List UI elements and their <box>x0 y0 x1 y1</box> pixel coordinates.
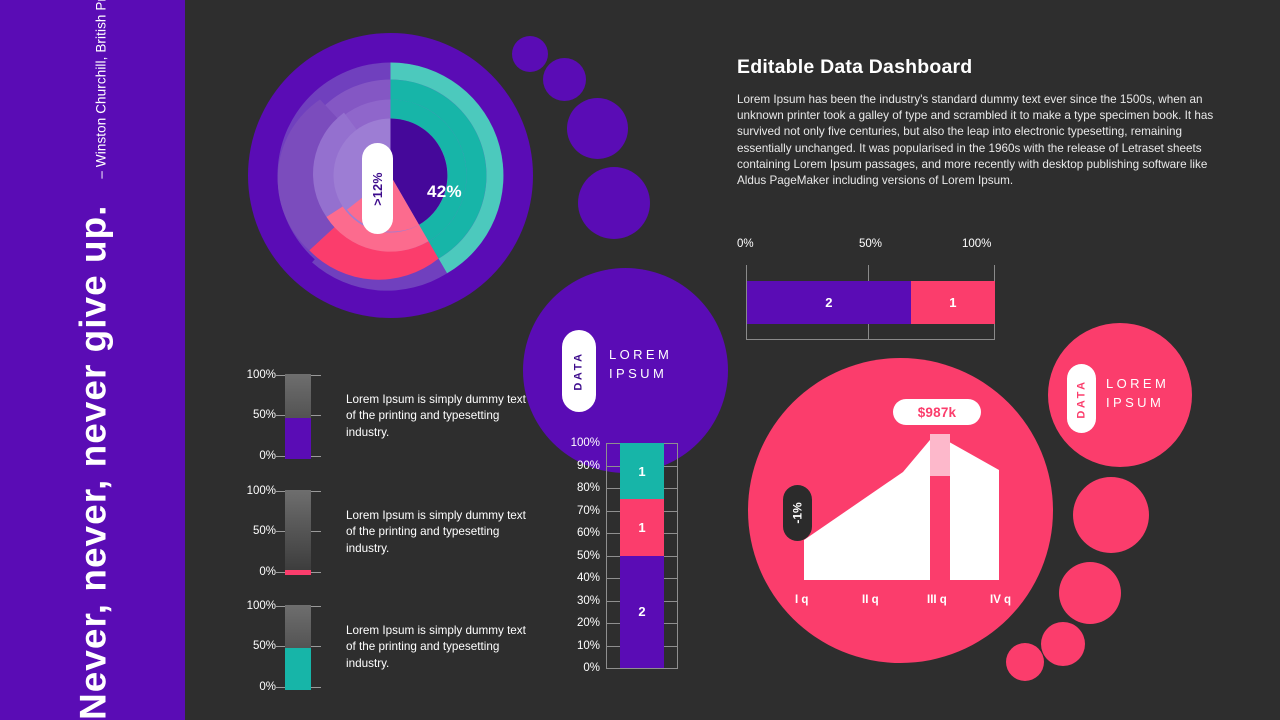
quote-text: Never, never, never give up. <box>72 204 113 720</box>
gauge-1-tick-100: 100% <box>246 369 276 381</box>
decor-bubble-pink-3 <box>1041 622 1085 666</box>
svbar-tick-90: 90% <box>576 459 600 472</box>
hbar-tick-50: 50% <box>859 238 883 250</box>
gauge-1-tick-50: 50% <box>252 409 276 421</box>
gauge-1-axis: 100% 50% 0% <box>228 366 276 476</box>
gauge-1-fill <box>285 418 311 459</box>
gauge-1-tick-0: 0% <box>259 450 276 462</box>
svbar-tick-30: 30% <box>576 594 600 607</box>
area-xtick-2: II q <box>862 594 879 606</box>
donut-callout-label: >12% <box>370 171 385 206</box>
gauge-3-fill <box>285 647 311 690</box>
hbar-tick-100: 100% <box>962 238 992 250</box>
area-chart-xaxis: I q II q III q IV q <box>752 594 1049 612</box>
svbar-segment-teal-label: 1 <box>638 463 646 479</box>
svbar-tick-50: 50% <box>576 549 600 562</box>
horizontal-bar-chart[interactable]: 0% 50% 100% 2 1 <box>737 238 999 350</box>
gauge-2-tick-50: 50% <box>252 525 276 537</box>
svbar-tick-60: 60% <box>576 527 600 539</box>
area-delta-pill[interactable]: -1% <box>783 485 812 541</box>
decor-bubble-purple-3 <box>567 98 628 159</box>
area-delta-label: -1% <box>790 502 805 524</box>
data-badge-purple[interactable]: DATA LOREM IPSUM <box>523 268 728 473</box>
donut-callout-pill[interactable]: >12% <box>362 143 393 234</box>
gauge-row-3[interactable]: 100% 50% 0% Lorem Ipsum is simply dummy … <box>228 597 528 707</box>
data-badge-purple-title-line1: LOREM <box>609 347 673 362</box>
data-badge-purple-title: LOREM IPSUM <box>609 346 672 384</box>
area-xtick-4: IV q <box>990 594 1012 606</box>
svbar-tick-10: 10% <box>576 639 600 652</box>
data-badge-purple-title-line2: IPSUM <box>609 365 668 381</box>
stacked-column-chart[interactable]: 100% 90% 80% 70% 60% 50% 40% 30% 20% 10%… <box>558 437 688 682</box>
quote-rotated-group: Never, never, never give up. – Winston C… <box>72 0 113 720</box>
data-badge-pink-label: DATA <box>1075 378 1088 419</box>
data-badge-purple-pill: DATA <box>562 330 596 412</box>
svbar-segment-pink[interactable]: 1 <box>620 499 664 556</box>
gauge-1-description: Lorem Ipsum is simply dummy text of the … <box>346 393 526 439</box>
gauge-3-axis: 100% 50% 0% <box>228 597 276 707</box>
gauge-3-description: Lorem Ipsum is simply dummy text of the … <box>346 624 526 670</box>
data-badge-pink[interactable]: DATA LOREM IPSUM <box>1048 323 1192 467</box>
hbar-tick-0: 0% <box>737 238 754 250</box>
decor-bubble-pink-4 <box>1006 643 1044 681</box>
svbar-tick-80: 80% <box>576 482 600 494</box>
area-value-pill[interactable]: $987k <box>893 399 981 425</box>
gauge-3-tick-100: 100% <box>246 600 276 612</box>
horizontal-bar-axis: 0% 50% 100% <box>737 238 999 254</box>
gauge-2-tick-100: 100% <box>246 485 276 497</box>
svbar-tick-20: 20% <box>576 617 600 629</box>
gauge-3-tick-50: 50% <box>252 640 276 652</box>
area-chart-svg[interactable] <box>752 420 1049 595</box>
horizontal-bar-bars[interactable]: 2 1 <box>747 281 995 324</box>
quote-attribution: – Winston Churchill, British Prime Minis… <box>93 0 108 179</box>
decor-bubble-purple-1 <box>512 36 548 72</box>
stacked-column-axis: 100% 90% 80% 70% 60% 50% 40% 30% 20% 10%… <box>558 437 600 682</box>
data-badge-pink-pill: DATA <box>1067 364 1096 433</box>
hbar-segment-purple-label: 2 <box>825 295 833 310</box>
stacked-column-plot: 1 1 2 <box>606 443 678 669</box>
area-marker-bar <box>930 476 950 580</box>
gauge-3-track <box>285 605 311 690</box>
quote-panel: Never, never, never give up. – Winston C… <box>0 0 185 720</box>
gauge-2-track <box>285 490 311 575</box>
svbar-segment-purple-label: 2 <box>638 604 646 620</box>
svbar-tick-40: 40% <box>576 572 600 584</box>
svbar-segment-purple[interactable]: 2 <box>620 555 664 668</box>
area-chart-shape <box>804 434 999 580</box>
gauge-1-track <box>285 374 311 459</box>
svbar-tick-0: 0% <box>583 662 600 674</box>
gauge-2-fill <box>285 569 311 575</box>
decor-bubble-purple-4 <box>578 167 650 239</box>
decor-bubble-pink-1 <box>1073 477 1149 553</box>
data-badge-pink-title-line2: IPSUM <box>1106 394 1165 410</box>
area-marker-cap <box>930 434 950 476</box>
dashboard-body-text: Lorem Ipsum has been the industry's stan… <box>737 93 1214 188</box>
svbar-grid-0 <box>606 668 678 669</box>
page-title: Editable Data Dashboard <box>737 56 973 78</box>
gauge-2-axis: 100% 50% 0% <box>228 482 276 592</box>
stacked-column-bar[interactable]: 1 1 2 <box>620 443 664 668</box>
donut-center-label: 42% <box>427 182 462 201</box>
hbar-segment-pink[interactable]: 1 <box>910 281 995 324</box>
area-xtick-3: III q <box>927 594 947 606</box>
svbar-segment-pink-label: 1 <box>638 519 646 535</box>
gauge-2-tick-0: 0% <box>259 566 276 578</box>
gauge-row-2[interactable]: 100% 50% 0% Lorem Ipsum is simply dummy … <box>228 482 528 592</box>
decor-bubble-purple-2 <box>543 58 586 101</box>
svbar-tick-100: 100% <box>570 437 600 449</box>
decor-bubble-pink-2 <box>1059 562 1121 624</box>
area-xtick-1: I q <box>795 594 809 606</box>
area-value-label: $987k <box>917 404 957 420</box>
data-badge-pink-title-line1: LOREM <box>1106 376 1170 391</box>
svbar-segment-teal[interactable]: 1 <box>620 443 664 500</box>
hbar-segment-purple[interactable]: 2 <box>747 281 911 324</box>
gauge-2-description: Lorem Ipsum is simply dummy text of the … <box>346 509 526 555</box>
gauge-row-1[interactable]: 100% 50% 0% Lorem Ipsum is simply dummy … <box>228 366 528 476</box>
data-badge-pink-title: LOREM IPSUM <box>1106 375 1169 413</box>
data-badge-purple-label: DATA <box>573 351 586 391</box>
hbar-segment-pink-label: 1 <box>949 295 957 310</box>
svbar-tick-70: 70% <box>576 504 600 517</box>
gauge-3-tick-0: 0% <box>259 681 276 693</box>
